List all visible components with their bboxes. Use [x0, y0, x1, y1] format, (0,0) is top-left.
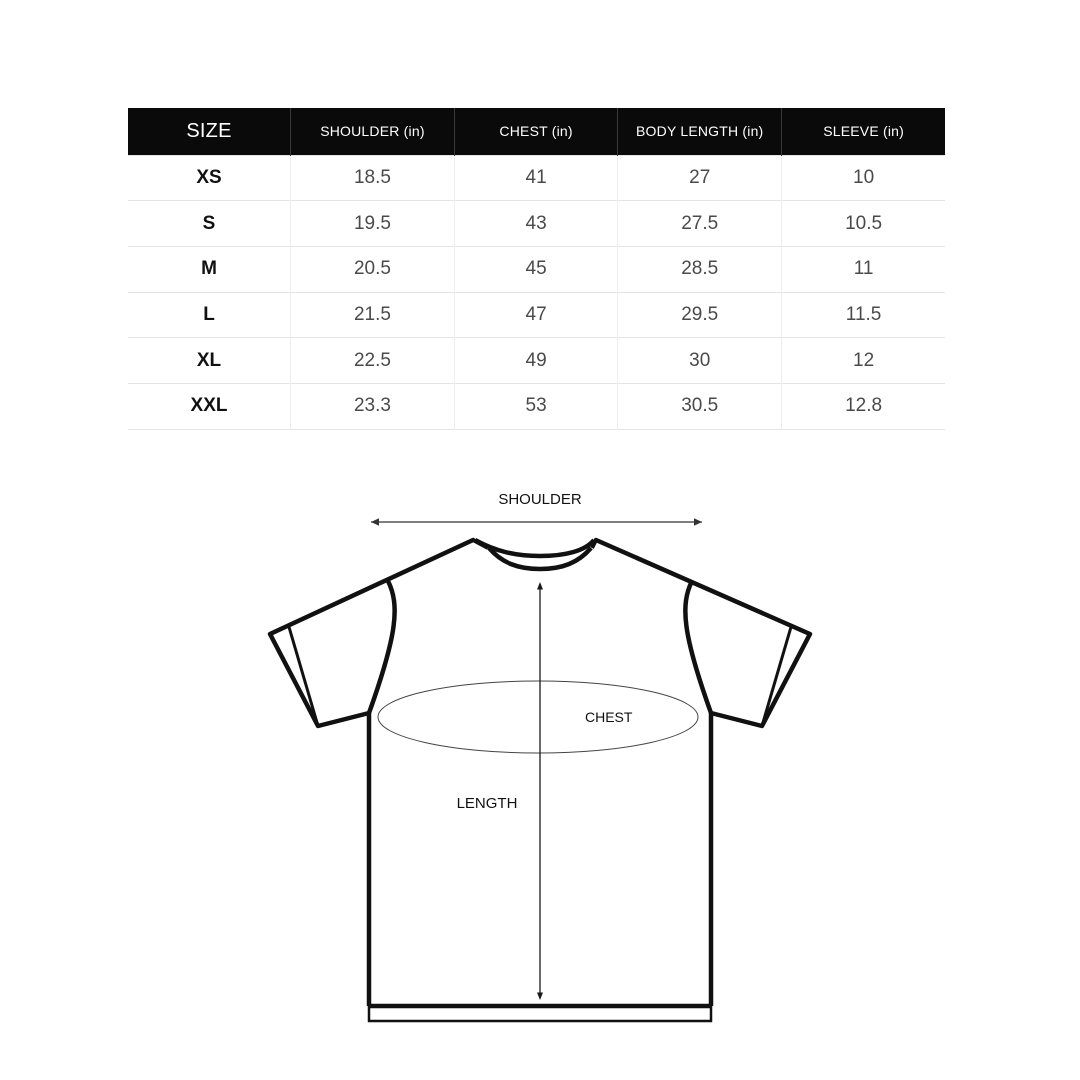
svg-text:SHOULDER: SHOULDER: [498, 491, 582, 508]
svg-text:CHEST: CHEST: [585, 709, 633, 725]
svg-text:LENGTH: LENGTH: [457, 795, 518, 812]
